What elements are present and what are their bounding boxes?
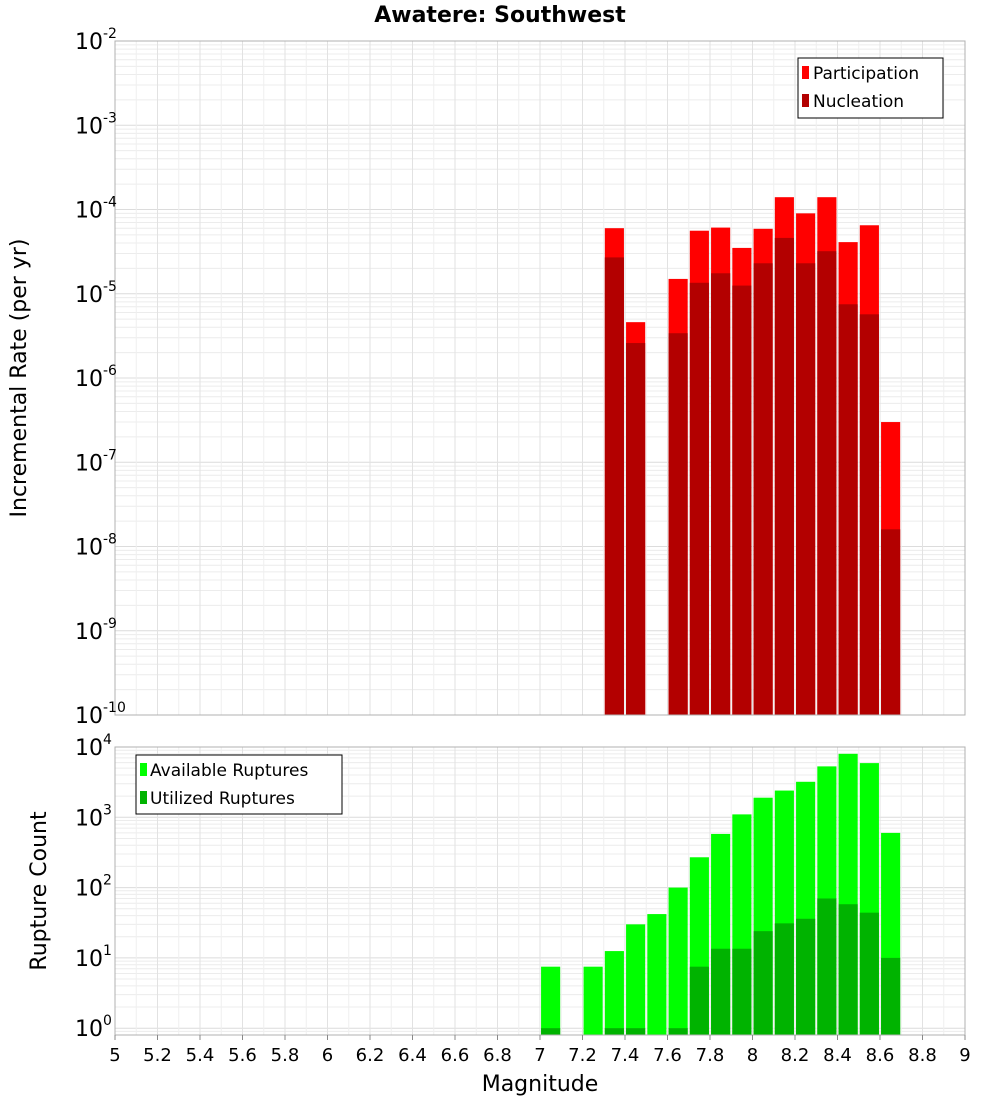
top-legend-box	[797, 57, 944, 119]
y-tick-label: 10-4	[75, 195, 117, 224]
bottom-legend-box	[135, 754, 343, 815]
x-axis-ticks: 5 5.2 5.4 5.6 5.8 6 6.2 6.4 6.6 6.8 7 7.2 7.4 7.6 7.8 8…	[109, 1035, 971, 1066]
legend-swatch-available-ruptures	[140, 763, 147, 776]
top-plot-y-ticks: 10-10 10-9 10-8 10-7 10-6 10-5 10-4 10-3 10-2	[75, 26, 126, 729]
bar-utilized-ruptures-7.45	[626, 1028, 646, 1035]
bottom-plot-bars	[541, 753, 901, 1035]
y-tick-label: 103	[75, 802, 112, 831]
y-tick-label: 10-8	[75, 532, 117, 561]
y-tick-label: 10-9	[75, 616, 117, 645]
y-tick-label: 10-5	[75, 279, 117, 308]
x-tick-label: 7.8	[696, 1045, 725, 1066]
bar-utilized-ruptures-8.45	[838, 904, 858, 1035]
x-tick-label: 8	[747, 1045, 758, 1066]
bar-available-ruptures-7.35	[604, 951, 624, 1035]
bottom-legend: Available Ruptures Utilized Ruptures	[135, 754, 343, 815]
x-tick-label: 8.4	[823, 1045, 852, 1066]
x-tick-label: 6.4	[398, 1045, 427, 1066]
x-tick-label: 6.2	[356, 1045, 385, 1066]
bar-utilized-ruptures-8.35	[817, 898, 837, 1035]
bar-available-ruptures-7.55	[647, 914, 667, 1035]
bar-available-ruptures-7.25	[583, 966, 603, 1035]
top-legend: Participation Nucleation	[797, 57, 944, 119]
legend-swatch-utilized-ruptures	[140, 791, 147, 804]
x-axis-title: Magnitude	[482, 1072, 599, 1097]
x-tick-label: 5.8	[271, 1045, 300, 1066]
bar-utilized-ruptures-7.85	[711, 948, 731, 1035]
bar-utilized-ruptures-7.65	[668, 1028, 688, 1035]
y-tick-label: 104	[75, 732, 112, 761]
legend-label-utilized-ruptures: Utilized Ruptures	[150, 789, 295, 809]
bar-available-ruptures-7.65	[668, 887, 688, 1035]
bottom-plot-y-ticks: 100 101 102 103 104	[75, 732, 112, 1042]
top-plot-y-axis-title: Incremental Rate (per yr)	[7, 239, 32, 518]
bar-utilized-ruptures-7.95	[732, 948, 752, 1035]
x-tick-label: 6.6	[441, 1045, 470, 1066]
y-tick-label: 100	[75, 1013, 112, 1042]
bar-nucleation-8.05	[753, 263, 773, 715]
legend-label-participation: Participation	[813, 64, 919, 84]
bar-nucleation-8.15	[774, 237, 794, 715]
x-tick-label: 9	[959, 1045, 970, 1066]
x-tick-label: 8.6	[866, 1045, 895, 1066]
bar-available-ruptures-7.45	[626, 924, 646, 1035]
x-tick-label: 5.4	[186, 1045, 215, 1066]
bar-nucleation-7.65	[668, 333, 688, 715]
bar-utilized-ruptures-8.05	[753, 931, 773, 1035]
y-tick-label: 10-7	[75, 447, 117, 476]
x-tick-label: 7	[534, 1045, 545, 1066]
bar-utilized-ruptures-8.25	[796, 918, 816, 1035]
top-plot-frame	[114, 40, 966, 716]
bottom-plot-y-axis-title: Rupture Count	[27, 811, 52, 971]
bar-nucleation-8.25	[796, 263, 816, 715]
y-tick-label: 102	[75, 873, 112, 902]
x-tick-label: 8.2	[781, 1045, 810, 1066]
x-tick-label: 7.4	[611, 1045, 640, 1066]
y-tick-label: 10-2	[75, 26, 117, 55]
bar-utilized-ruptures-8.65	[881, 957, 901, 1035]
x-tick-label: 6.8	[483, 1045, 512, 1066]
top-plot-bars	[604, 197, 901, 716]
bar-nucleation-7.95	[732, 285, 752, 715]
bar-utilized-ruptures-7.05	[541, 1028, 561, 1035]
y-tick-label: 10-10	[75, 700, 126, 729]
x-tick-label: 5	[109, 1045, 120, 1066]
y-tick-label: 10-6	[75, 363, 117, 392]
legend-label-available-ruptures: Available Ruptures	[150, 761, 308, 781]
x-tick-label: 5.6	[228, 1045, 257, 1066]
bar-nucleation-8.35	[817, 251, 837, 716]
y-tick-label: 101	[75, 943, 112, 972]
bar-nucleation-8.45	[838, 304, 858, 715]
x-tick-label: 8.8	[908, 1045, 937, 1066]
bar-nucleation-7.75	[689, 282, 709, 715]
bar-utilized-ruptures-8.55	[859, 912, 879, 1035]
bar-utilized-ruptures-7.75	[689, 966, 709, 1035]
x-tick-label: 5.2	[143, 1045, 172, 1066]
legend-label-nucleation: Nucleation	[813, 92, 904, 112]
bar-nucleation-7.85	[711, 273, 731, 715]
y-tick-label: 10-3	[75, 110, 117, 139]
bar-nucleation-7.45	[626, 343, 646, 715]
bar-utilized-ruptures-8.15	[774, 923, 794, 1035]
legend-swatch-participation	[802, 66, 809, 79]
bar-nucleation-8.65	[881, 529, 901, 715]
chart-title: Awatere: Southwest	[374, 3, 626, 28]
x-tick-label: 7.2	[568, 1045, 597, 1066]
bar-available-ruptures-7.05	[541, 966, 561, 1035]
bar-utilized-ruptures-7.35	[604, 1028, 624, 1035]
bar-nucleation-8.55	[859, 314, 879, 715]
top-plot-gridlines	[114, 40, 966, 716]
legend-swatch-nucleation	[802, 94, 809, 107]
x-tick-label: 7.6	[653, 1045, 682, 1066]
bar-nucleation-7.35	[604, 257, 624, 715]
x-tick-label: 6	[322, 1045, 333, 1066]
